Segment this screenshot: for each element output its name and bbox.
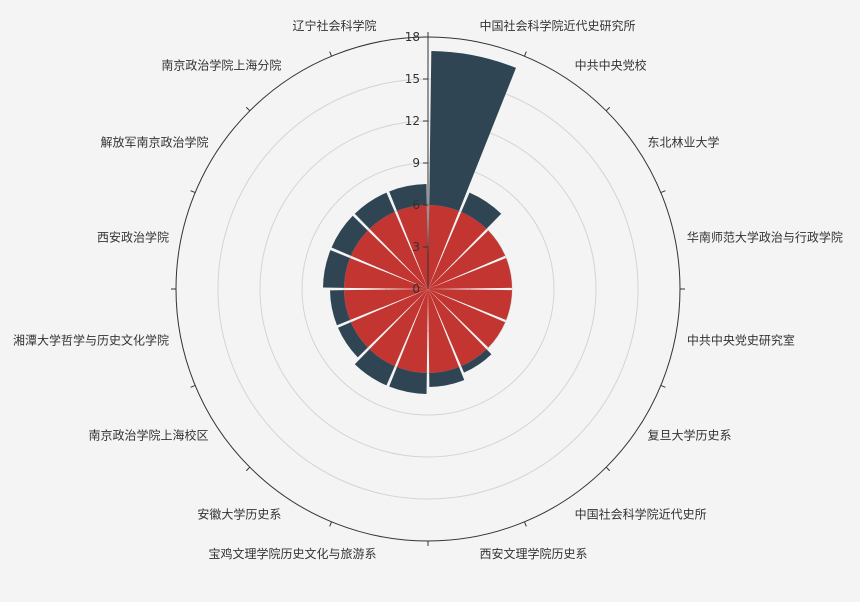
- radius-tick-label: 3: [412, 240, 420, 254]
- bar-segment[interactable]: [350, 289, 428, 348]
- bar-layer: [323, 51, 516, 394]
- bar-segment[interactable]: [428, 289, 512, 321]
- angle-tick: [523, 51, 527, 57]
- angle-tick: [605, 106, 611, 112]
- bar-segment[interactable]: [428, 289, 460, 373]
- category-label: 辽宁社会科学院: [292, 18, 376, 33]
- category-label: 复旦大学历史系: [648, 428, 732, 443]
- bar-segment[interactable]: [354, 349, 395, 386]
- bar-segment[interactable]: [369, 211, 428, 289]
- bar-segment[interactable]: [337, 322, 368, 358]
- category-label: 南京政治学院上海校区: [88, 428, 208, 443]
- angle-tick: [523, 521, 527, 527]
- category-label: 解放军南京政治学院: [100, 134, 208, 149]
- bar-segment[interactable]: [429, 367, 465, 387]
- category-label: 东北林业大学: [648, 134, 720, 149]
- bar-segment[interactable]: [344, 257, 428, 289]
- bar-segment[interactable]: [350, 230, 428, 289]
- angle-tick: [329, 51, 333, 57]
- bar-segment[interactable]: [429, 51, 516, 211]
- bar-segment[interactable]: [428, 230, 506, 289]
- bar-segment[interactable]: [461, 349, 492, 373]
- bar-segment[interactable]: [428, 205, 460, 289]
- bar-segment[interactable]: [428, 211, 487, 289]
- bar-segment[interactable]: [323, 250, 350, 288]
- angle-tick: [660, 190, 666, 194]
- angle-tick: [245, 106, 251, 112]
- bar-segment[interactable]: [461, 192, 502, 229]
- bar-segment[interactable]: [389, 367, 427, 394]
- label-layer: 中国社会科学院近代史研究所中共中央党校东北林业大学华南师范大学政治与行政学院中共…: [13, 18, 843, 561]
- category-label: 湘潭大学哲学与历史文化学院: [13, 333, 169, 348]
- category-label: 南京政治学院上海分院: [161, 57, 281, 72]
- radius-tick-label: 0: [412, 282, 420, 296]
- category-label: 中共中央党史研究室: [687, 333, 795, 348]
- bar-segment[interactable]: [428, 289, 487, 367]
- angle-tick: [190, 384, 196, 388]
- angle-tick: [245, 466, 251, 472]
- angle-tick: [605, 466, 611, 472]
- bar-segment[interactable]: [330, 290, 350, 326]
- bar-segment[interactable]: [428, 289, 506, 348]
- category-label: 西安政治学院: [97, 229, 169, 244]
- radius-tick-label: 15: [405, 72, 420, 86]
- angle-tick: [660, 384, 666, 388]
- category-label: 安徽大学历史系: [197, 507, 281, 522]
- bar-segment[interactable]: [344, 289, 428, 321]
- category-label: 西安文理学院历史系: [480, 546, 588, 561]
- bar-segment[interactable]: [428, 257, 512, 289]
- bar-segment[interactable]: [369, 289, 428, 367]
- bar-segment[interactable]: [331, 215, 368, 256]
- category-label: 宝鸡文理学院历史文化与旅游系: [208, 546, 376, 561]
- angle-tick: [190, 190, 196, 194]
- radius-tick-label: 12: [405, 114, 420, 128]
- angle-tick: [329, 521, 333, 527]
- category-label: 中国社会科学院近代史所: [575, 507, 707, 522]
- category-label: 中共中央党校: [575, 57, 647, 72]
- bar-segment[interactable]: [396, 205, 428, 289]
- category-label: 中国社会科学院近代史研究所: [480, 18, 636, 33]
- radius-tick-label: 18: [405, 30, 420, 44]
- bar-segment[interactable]: [354, 192, 395, 229]
- category-label: 华南师范大学政治与行政学院: [687, 229, 843, 244]
- axis-layer: 3 6 9 12 15 18 0: [171, 30, 685, 546]
- radius-tick-label: 6: [412, 198, 420, 212]
- bar-segment[interactable]: [389, 184, 427, 211]
- radius-tick-label: 9: [412, 156, 420, 170]
- bar-segment[interactable]: [396, 289, 428, 373]
